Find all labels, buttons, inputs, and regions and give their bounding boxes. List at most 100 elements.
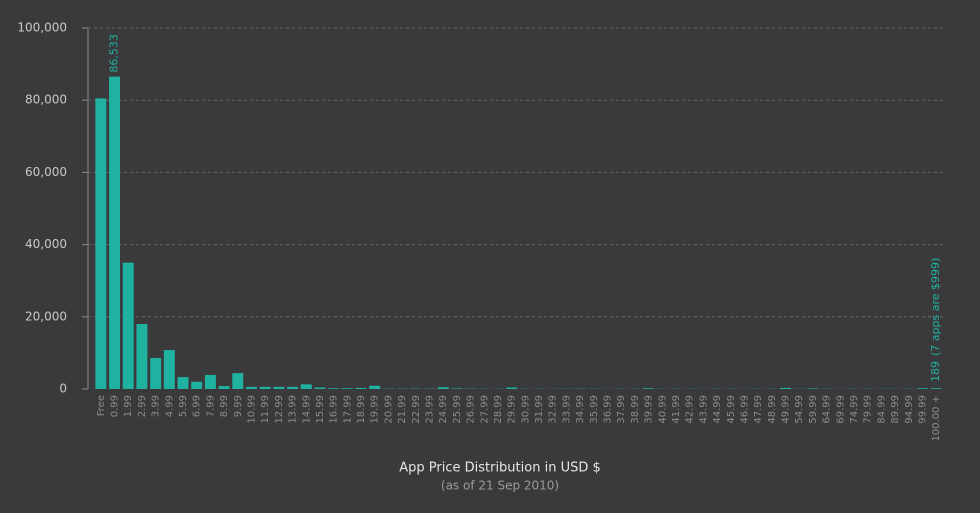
bar	[109, 76, 121, 389]
x-tick-label: 49.99	[781, 395, 792, 424]
bar	[163, 350, 175, 389]
x-tick-label: 30.99	[520, 395, 531, 424]
bar	[287, 386, 299, 389]
chart-title: App Price Distribution in USD $	[399, 461, 601, 476]
x-tick-label: 42.99	[685, 395, 696, 424]
x-tick-label: 13.99	[288, 395, 299, 424]
x-tick-label: 26.99	[466, 395, 477, 424]
bar	[780, 387, 792, 389]
bar	[355, 387, 367, 389]
x-tick-label: 10.99	[246, 395, 257, 424]
x-tick-label: 19.99	[370, 395, 381, 424]
x-tick-label: 100.00 +	[931, 395, 942, 442]
x-tick-label: 21.99	[397, 395, 408, 424]
x-tick-label: 99.99	[917, 395, 928, 424]
bar	[341, 388, 353, 389]
x-tick-label: 20.99	[383, 395, 394, 424]
bar	[930, 388, 942, 389]
bar	[122, 262, 134, 389]
y-tick-label: 0	[59, 382, 67, 396]
y-tick-label: 80,000	[25, 93, 67, 107]
x-tick-label: 54.99	[794, 395, 805, 424]
x-tick-label: 69.99	[835, 395, 846, 424]
x-tick-label: 44.99	[712, 395, 723, 424]
y-tick-label: 20,000	[25, 309, 67, 323]
x-tick-label: 33.99	[561, 395, 572, 424]
x-tick-label: 25.99	[452, 395, 463, 424]
bar	[300, 384, 312, 389]
bar	[369, 385, 381, 389]
x-tick-label: 11.99	[260, 395, 271, 424]
x-tick-label: 79.99	[863, 395, 874, 424]
x-tick-label: 45.99	[726, 395, 737, 424]
value-label: 86,533	[108, 34, 121, 72]
bar	[643, 388, 655, 389]
bar	[273, 386, 285, 389]
x-tick-label: 35.99	[589, 395, 600, 424]
x-tick-label: 39.99	[644, 395, 655, 424]
x-tick-label: 8.99	[219, 395, 230, 417]
bar	[232, 373, 244, 389]
chart-subtitle: (as of 21 Sep 2010)	[441, 479, 559, 493]
bar	[328, 388, 340, 389]
value-label: 189	[929, 361, 942, 382]
x-tick-label: 22.99	[411, 395, 422, 424]
x-tick-label: 7.99	[205, 395, 216, 417]
x-tick-label: 32.99	[548, 395, 559, 424]
annotation: (7 apps are $999)	[929, 258, 942, 356]
x-tick-label: 5.99	[178, 395, 189, 417]
x-tick-label: 15.99	[315, 395, 326, 424]
x-tick-label: 4.99	[164, 395, 175, 417]
x-tick-label: 74.99	[849, 395, 860, 424]
bar	[191, 381, 203, 389]
x-tick-label: 41.99	[671, 395, 682, 424]
bar	[506, 387, 518, 389]
x-tick-label: 14.99	[301, 395, 312, 424]
x-tick-label: 9.99	[233, 395, 244, 417]
x-tick-label: 1.99	[123, 395, 134, 417]
x-tick-label: 0.99	[110, 395, 121, 417]
x-tick-label: 27.99	[479, 395, 490, 424]
x-tick-label: 48.99	[767, 395, 778, 424]
bar	[245, 386, 257, 389]
x-tick-label: 38.99	[630, 395, 641, 424]
x-tick-label: 2.99	[137, 395, 148, 417]
x-tick-label: 29.99	[507, 395, 518, 424]
bar	[204, 374, 216, 389]
y-tick-label: 100,000	[17, 21, 67, 35]
bar	[314, 387, 326, 389]
x-tick-label: 34.99	[575, 395, 586, 424]
x-tick-label: 37.99	[616, 395, 627, 424]
x-tick-label: 18.99	[356, 395, 367, 424]
bar	[218, 386, 230, 389]
x-tick-label: 40.99	[657, 395, 668, 424]
bar	[136, 324, 148, 389]
x-tick-label: 28.99	[493, 395, 504, 424]
y-tick-label: 40,000	[25, 237, 67, 251]
bar	[95, 98, 107, 390]
x-tick-label: 59.99	[808, 395, 819, 424]
x-tick-label: Free	[96, 395, 107, 416]
x-tick-label: 16.99	[329, 395, 340, 424]
x-tick-label: 23.99	[424, 395, 435, 424]
x-tick-label: 12.99	[274, 395, 285, 424]
x-tick-label: 24.99	[438, 395, 449, 424]
bar	[177, 377, 189, 389]
x-tick-label: 64.99	[822, 395, 833, 424]
bar	[451, 388, 463, 389]
bar	[807, 388, 819, 389]
x-tick-label: 6.99	[192, 395, 203, 417]
x-tick-label: 43.99	[698, 395, 709, 424]
x-tick-label: 3.99	[151, 395, 162, 417]
x-tick-label: 94.99	[904, 395, 915, 424]
bar	[150, 357, 162, 389]
x-tick-label: 47.99	[753, 395, 764, 424]
x-tick-label: 84.99	[876, 395, 887, 424]
bar	[259, 386, 271, 389]
bar	[916, 388, 928, 389]
bar	[437, 387, 449, 389]
y-tick-label: 60,000	[25, 165, 67, 179]
x-tick-label: 89.99	[890, 395, 901, 424]
